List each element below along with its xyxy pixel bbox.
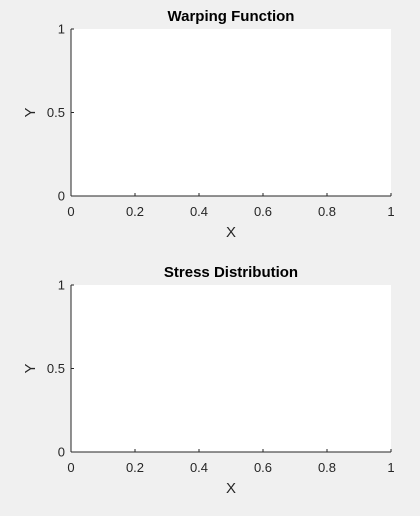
chart-warping-y-tick-label: 0 xyxy=(58,189,65,204)
chart-warping-axes: Warping Function 0 0.2 0.4 0.6 0.8 1 0 0.5 1 X Y xyxy=(22,8,395,241)
chart-stress-y-tick-label: 1 xyxy=(58,278,65,293)
chart-stress-x-tick-label: 0.2 xyxy=(126,460,144,475)
chart-stress-plot-area xyxy=(71,285,391,452)
chart-warping-x-axis-label: X xyxy=(226,224,236,241)
chart-warping-y-tick-label: 0.5 xyxy=(47,105,65,120)
chart-stress-x-tick-label: 0.6 xyxy=(254,460,272,475)
chart-stress-axes: Stress Distribution 0 0.2 0.4 0.6 0.8 1 0 0.5 1 X Y xyxy=(22,264,395,497)
chart-warping-y-tick-label: 1 xyxy=(58,22,65,37)
chart-stress-y-tick-label: 0.5 xyxy=(47,361,65,376)
chart-stress-y-tick-label: 0 xyxy=(58,445,65,460)
chart-warping-plot-area xyxy=(71,29,391,196)
chart-warping-title: Warping Function xyxy=(168,8,295,25)
chart-stress-x-tick-label: 0.8 xyxy=(318,460,336,475)
chart-warping-y-axis-label: Y xyxy=(22,107,39,117)
chart-warping-x-tick-label: 0.4 xyxy=(190,204,208,219)
chart-stress-y-axis-label: Y xyxy=(22,363,39,373)
chart-warping-x-tick-label: 0.6 xyxy=(254,204,272,219)
chart-warping-x-tick-label: 1 xyxy=(387,204,394,219)
chart-stress-x-tick-label: 1 xyxy=(387,460,394,475)
chart-stress-x-axis-label: X xyxy=(226,480,236,497)
chart-stress-title: Stress Distribution xyxy=(164,264,298,281)
chart-warping-x-tick-label: 0.2 xyxy=(126,204,144,219)
chart-warping-x-tick-label: 0 xyxy=(67,204,74,219)
chart-warping-x-tick-label: 0.8 xyxy=(318,204,336,219)
chart-stress-x-tick-label: 0 xyxy=(67,460,74,475)
chart-stress-x-tick-label: 0.4 xyxy=(190,460,208,475)
